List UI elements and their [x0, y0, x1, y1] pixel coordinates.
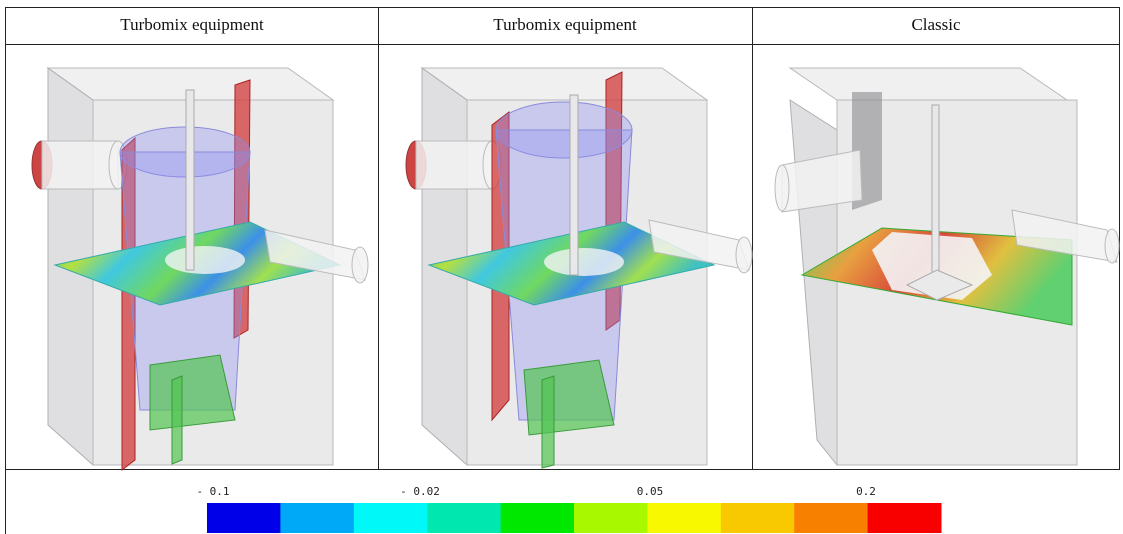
colorbar-segment — [354, 503, 428, 533]
render-turbomix-1 — [32, 68, 368, 470]
colorbar-segment — [574, 503, 648, 533]
colorbar-segment — [280, 503, 354, 533]
column-header: Turbomix equipment — [120, 15, 264, 34]
colorbar-label: 0.2 — [856, 485, 876, 498]
colorbar-segment — [427, 503, 501, 533]
colorbar-segment — [207, 503, 281, 533]
column-header: Turbomix equipment — [493, 15, 637, 34]
render-classic — [775, 68, 1119, 465]
colorbar-segment — [868, 503, 942, 533]
colorbar-segment — [501, 503, 575, 533]
colorbar-segment — [721, 503, 795, 533]
page: {"header": {"columns": ["Turbomix equipm… — [0, 0, 1123, 534]
colorbar-segment — [647, 503, 721, 533]
colorbar-label: 0.05 — [637, 485, 664, 498]
figure: Turbomix equipment Turbomix equipment Cl… — [0, 0, 1123, 534]
colorbar: - 0.1 - 0.02 0.05 0.2 — [196, 485, 941, 533]
colorbar-label: - 0.02 — [400, 485, 440, 498]
colorbar-label: - 0.1 — [196, 485, 229, 498]
column-header: Classic — [911, 15, 961, 34]
render-turbomix-2 — [406, 68, 752, 468]
colorbar-segment — [794, 503, 868, 533]
